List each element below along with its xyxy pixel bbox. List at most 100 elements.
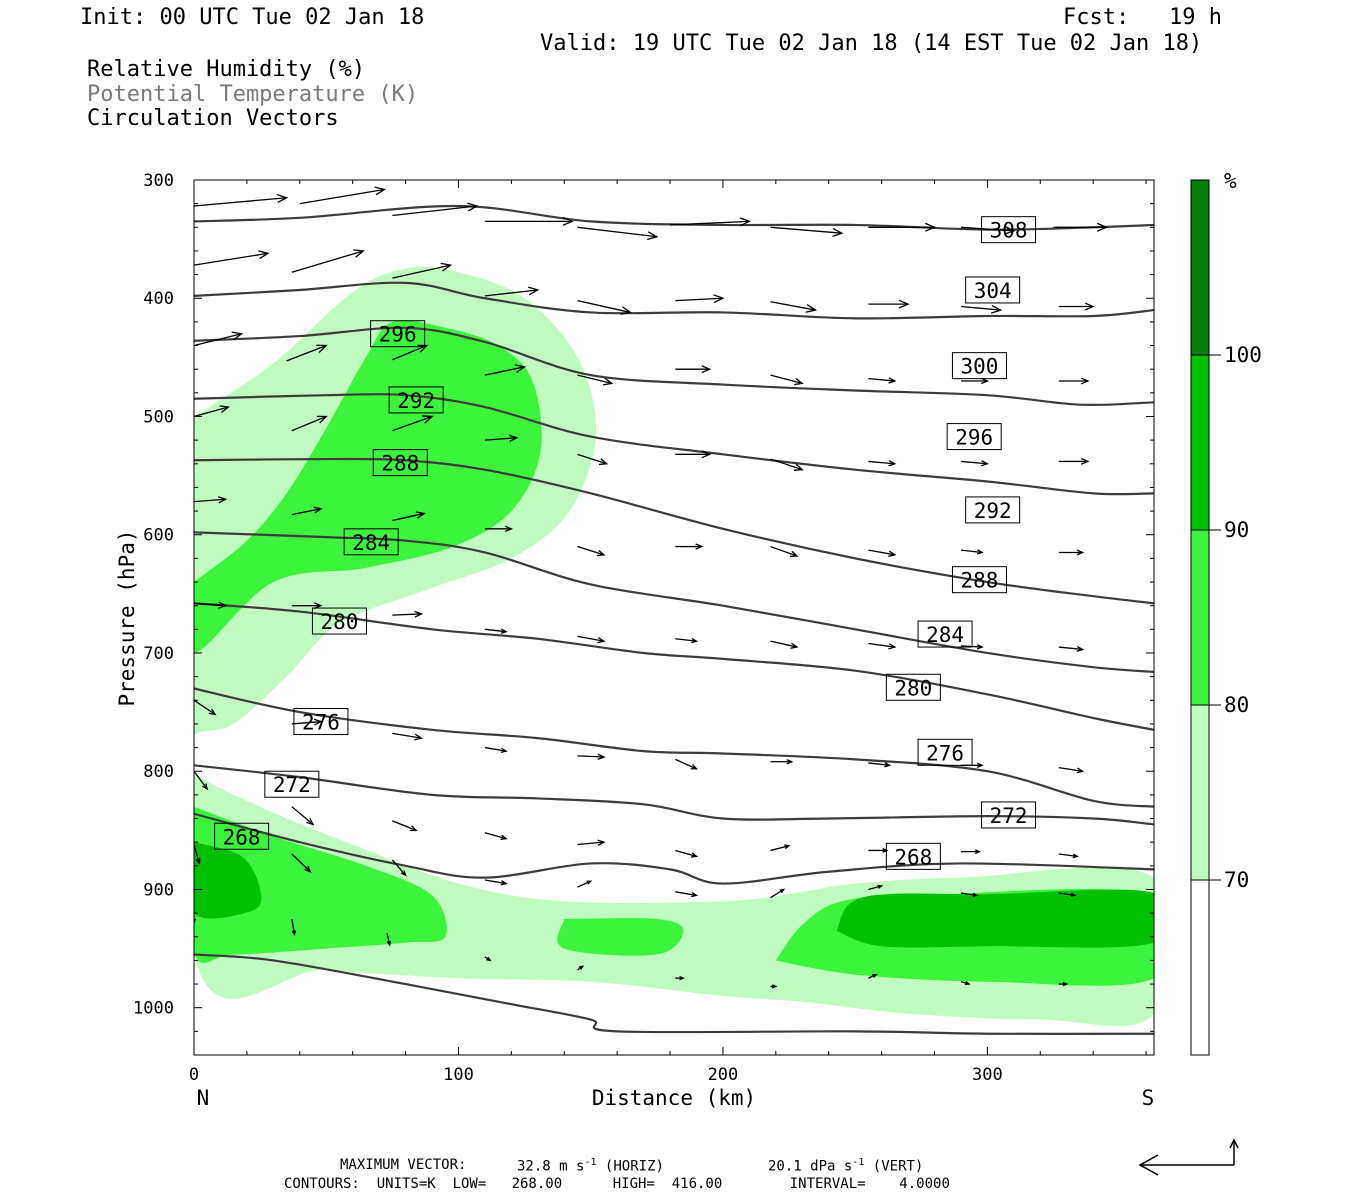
y-axis-label: Pressure (hPa): [115, 529, 139, 706]
svg-text:280: 280: [894, 676, 932, 700]
x-tick-label: 0: [189, 1065, 199, 1085]
forecast-hour: Fcst: 19 h: [1063, 5, 1222, 30]
vector-arrow: [291, 718, 323, 726]
vector-arrow: [194, 601, 228, 609]
vector-arrow: [1058, 457, 1090, 465]
vector-arrow: [770, 888, 786, 899]
svg-text:272: 272: [273, 773, 311, 797]
y-tick-label: 900: [143, 880, 174, 900]
theta-contour-272: [194, 812, 1154, 885]
legend-vectors: Circulation Vectors: [87, 106, 339, 131]
vector-arrow: [675, 849, 699, 858]
vector-arrow: [675, 975, 685, 981]
theta-contour-276: [194, 764, 1154, 826]
contour-label-left-280: 280: [311, 607, 367, 635]
svg-text:268: 268: [894, 845, 932, 869]
vector-arrow: [770, 301, 818, 313]
contour-label-300: 300: [951, 352, 1007, 380]
vector-arrow: [868, 884, 884, 891]
colorbar-segment: [1190, 354, 1210, 531]
vector-arrow: [484, 216, 574, 226]
svg-text:284: 284: [352, 531, 390, 555]
x-end-label-south: S: [1142, 1086, 1155, 1110]
y-tick-label: 600: [143, 526, 174, 546]
vector-arrow: [770, 844, 791, 852]
colorbar-segment: [1190, 179, 1210, 356]
contour-label-304: 304: [965, 276, 1021, 304]
vector-arrow: [484, 628, 508, 634]
vector-arrow: [675, 450, 712, 459]
max-vert: 20.1 dPa s-1 (VERT): [768, 1157, 924, 1175]
vector-arrow: [291, 415, 328, 432]
colorbar-label: 80: [1224, 693, 1249, 717]
y-tick-label: 400: [143, 289, 174, 309]
vector-arrow: [392, 732, 424, 741]
vector-arrow: [484, 364, 527, 376]
vector-arrow: [484, 746, 508, 753]
svg-text:300: 300: [960, 355, 998, 379]
vector-arrow: [392, 415, 434, 432]
vector-arrow: [770, 984, 778, 989]
theta-contour-300: [194, 326, 1154, 407]
vector-arrow: [1058, 981, 1069, 987]
contour-label-268: 268: [885, 842, 941, 870]
vector-arrow: [960, 304, 1003, 314]
vector-arrow: [194, 250, 270, 266]
vector-arrow: [577, 226, 659, 241]
vector-arrow: [291, 918, 297, 937]
vector-arrow: [868, 299, 910, 309]
svg-text:288: 288: [381, 452, 419, 476]
vector-arrow: [770, 226, 844, 237]
max-vector-label: MAXIMUM VECTOR:: [340, 1157, 467, 1173]
vector-arrow: [577, 839, 606, 846]
svg-text:304: 304: [974, 279, 1012, 303]
vector-arrow: [484, 434, 519, 442]
vector-arrow: [960, 460, 990, 467]
vector-arrow: [1058, 377, 1090, 385]
vector-arrow: [577, 453, 609, 466]
vector-arrow: [484, 286, 540, 297]
vector-arrow: [291, 249, 365, 273]
circulation-vectors: [194, 186, 1109, 989]
vector-arrow: [194, 844, 201, 866]
vector-arrow: [484, 832, 508, 840]
vector-arrow: [868, 460, 897, 467]
plot-frame: [193, 179, 1155, 1056]
vector-arrow: [484, 879, 508, 886]
legend-rh: Relative Humidity (%): [87, 57, 366, 82]
y-tick-label: 300: [143, 171, 174, 191]
vector-arrow: [291, 853, 312, 873]
vector-arrow: [868, 549, 897, 557]
max-horiz: 32.8 m s-1 (HORIZ): [517, 1157, 664, 1175]
theta-contour-296: [194, 393, 1154, 496]
vector-arrow: [286, 344, 328, 362]
contour-label-left-272: 272: [264, 770, 320, 798]
vector-arrow: [577, 880, 593, 888]
vector-arrow: [291, 506, 323, 516]
rh-region-90-5: [194, 842, 262, 919]
vector-arrow: [194, 194, 289, 207]
theta-contour-308: [194, 204, 1154, 231]
vector-arrow: [484, 525, 514, 532]
vector-arrow: [577, 965, 585, 971]
theta-contour-292: [194, 457, 1154, 605]
rh-region-80-3: [557, 918, 684, 956]
contour-label-276: 276: [917, 738, 973, 766]
colorbar-label: 90: [1224, 518, 1249, 542]
contour-label-272: 272: [981, 801, 1037, 829]
svg-text:308: 308: [990, 219, 1028, 243]
vector-arrow: [868, 222, 937, 232]
colorbar-label: 70: [1224, 868, 1249, 892]
theta-contour-288: [194, 531, 1154, 673]
vector-arrow: [577, 545, 606, 557]
vector-arrow: [868, 642, 897, 650]
vector-arrow: [868, 762, 892, 768]
vector-arrow: [392, 202, 479, 217]
theta-contour-280: [194, 687, 1154, 808]
colorbar: 100 90 80 70: [1190, 179, 1262, 1056]
contour-labels: 308 304 300 296 292 288 284 280 276 272 268 296 292 2…: [214, 216, 1037, 870]
vector-arrow: [577, 374, 614, 386]
vector-arrow: [577, 635, 606, 644]
contour-label-left-284: 284: [343, 528, 399, 556]
